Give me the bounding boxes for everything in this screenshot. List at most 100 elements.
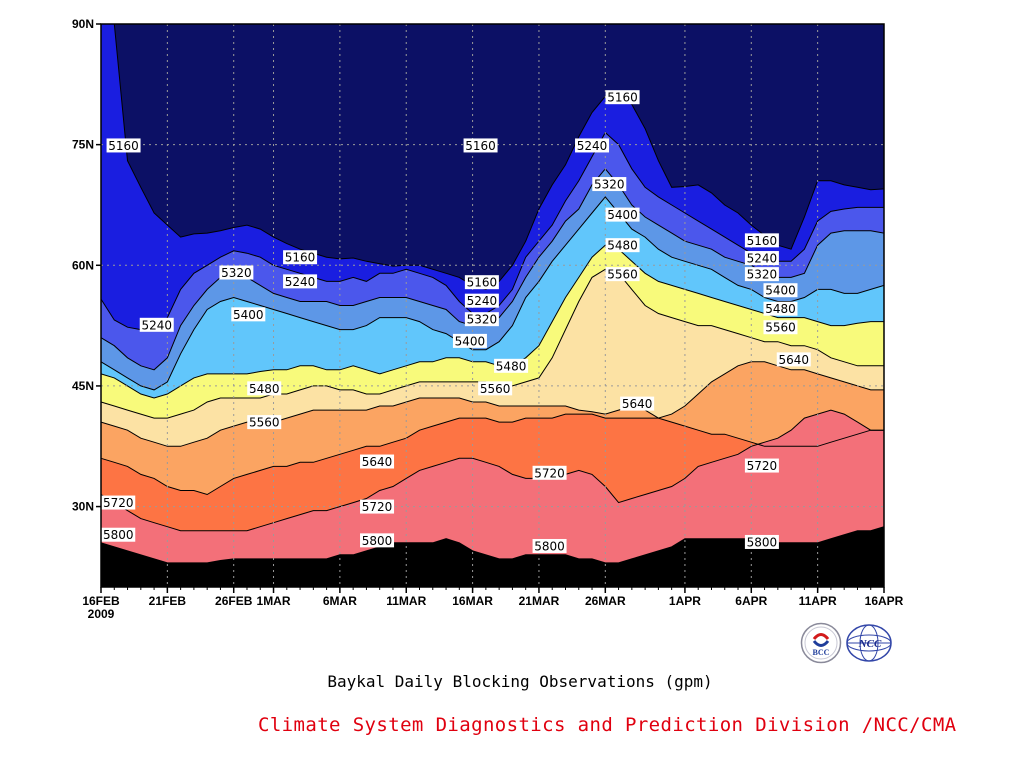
contour-label: 5640 (360, 454, 395, 469)
y-tick-label: 30N (72, 500, 94, 514)
contour-label-text: 5160 (607, 91, 638, 105)
x-axis: 16FEB 21FEB 26FEB 1MAR 6MAR 11MAR 16MAR 21MAR 26… (82, 587, 904, 621)
contour-label-text: 5320 (467, 313, 498, 327)
x-tick-label: 1MAR (257, 594, 291, 608)
contour-label-text: 5560 (480, 382, 511, 396)
ncc-logo-text: NCC (858, 638, 882, 650)
plot-frame (100, 23, 885, 588)
contour-label-text: 5400 (455, 334, 486, 348)
credit-line: Climate System Diagnostics and Predictio… (258, 714, 957, 736)
x-tick-label: 6APR (735, 594, 767, 608)
contour-label: 5320 (744, 267, 779, 282)
contour-label-text: 5400 (233, 308, 264, 322)
chart-caption: Baykal Daily Blocking Observations (gpm) (327, 672, 713, 691)
contour-label-text: 5240 (285, 275, 316, 289)
contour-label-text: 5640 (778, 353, 809, 367)
contour-label: 5800 (744, 534, 779, 549)
x-tick-label: 26MAR (585, 594, 626, 608)
contour-label-text: 5240 (467, 294, 498, 308)
contour-label: 5800 (101, 527, 136, 542)
y-tick-label: 75N (72, 138, 94, 152)
contour-label: 5240 (744, 251, 779, 266)
contour-line-5800 (100, 409, 884, 532)
x-tick-label: 21MAR (519, 594, 560, 608)
y-tick-label: 45N (72, 379, 94, 393)
contour-label: 5400 (763, 283, 798, 298)
contour-label: 5640 (620, 396, 655, 411)
contour-label: 5640 (776, 352, 811, 367)
contour-labels: 5160 5160 5160 5160 5160 5160 5240 5240 5240 5240… (101, 90, 811, 553)
contour-label: 5800 (360, 533, 395, 548)
contour-label: 5720 (532, 465, 567, 480)
contour-line-5480 (100, 244, 884, 399)
x-year-label: 2009 (88, 607, 115, 621)
contour-label: 5560 (247, 415, 282, 430)
x-tick-label: 16APR (865, 594, 904, 608)
contour-label-text: 5480 (249, 382, 280, 396)
contour-label-text: 5720 (103, 496, 134, 510)
contour-label: 5400 (605, 207, 640, 222)
contour-label: 5480 (763, 301, 798, 316)
contour-label-text: 5800 (362, 534, 393, 548)
contour-label-text: 5160 (747, 234, 778, 248)
contour-label: 5560 (605, 267, 640, 282)
contour-label: 5480 (605, 238, 640, 253)
contour-label: 5240 (283, 274, 318, 289)
contour-label-text: 5800 (534, 539, 565, 553)
contour-band-5880 (101, 526, 884, 587)
contour-label: 5320 (464, 312, 499, 327)
contour-label-text: 5160 (467, 276, 498, 290)
x-tick-label: 6MAR (323, 594, 357, 608)
contour-label: 5320 (219, 265, 254, 280)
contour-fills (101, 24, 884, 588)
contour-label-text: 5240 (747, 252, 778, 266)
contour-label-text: 5720 (747, 459, 778, 473)
contour-line-5400 (100, 196, 885, 391)
contour-label: 5720 (101, 495, 136, 510)
contour-label: 5160 (283, 250, 318, 265)
x-tick-label: 11APR (799, 594, 837, 608)
contour-label-text: 5720 (534, 466, 565, 480)
contour-label: 5400 (231, 307, 266, 322)
contour-label-text: 5160 (285, 251, 316, 265)
contour-label: 5240 (575, 138, 610, 153)
contour-label-text: 5480 (765, 302, 796, 316)
contour-label-text: 5400 (765, 284, 796, 298)
contour-label-text: 5320 (594, 178, 625, 192)
contour-label: 5480 (247, 381, 282, 396)
x-tick-label: 16FEB (82, 594, 120, 608)
contour-label-text: 5240 (577, 139, 608, 153)
contour-label-text: 5560 (607, 268, 638, 282)
x-tick-label: 1APR (669, 594, 701, 608)
contour-label-text: 5240 (141, 318, 172, 332)
x-tick-label: 11MAR (386, 594, 426, 608)
contour-label: 5560 (763, 320, 798, 335)
contour-label: 5240 (464, 293, 499, 308)
contour-label: 5160 (463, 138, 498, 153)
contour-label-text: 5560 (765, 321, 796, 335)
contour-label-text: 5160 (108, 139, 139, 153)
contour-label-text: 5800 (747, 535, 778, 549)
y-tick-label: 60N (72, 258, 94, 272)
ncc-logo: NCC (846, 624, 892, 662)
contour-label: 5800 (532, 538, 567, 553)
contour-label-text: 5560 (249, 416, 280, 430)
contour-label-text: 5320 (221, 266, 252, 280)
contour-label-text: 5640 (622, 397, 653, 411)
contour-label-text: 5480 (496, 359, 527, 373)
contour-label: 5160 (744, 233, 779, 248)
contour-label-text: 5640 (362, 455, 393, 469)
contour-label: 5720 (744, 458, 779, 473)
x-tick-label: 21FEB (149, 594, 187, 608)
contour-label: 5160 (106, 138, 141, 153)
y-axis: 30N 45N 60N 75N 90N (72, 17, 101, 514)
bcc-logo: BCC (800, 622, 842, 664)
contour-label-text: 5320 (747, 268, 778, 282)
x-tick-label: 16MAR (452, 594, 493, 608)
contour-label-text: 5160 (465, 139, 496, 153)
contour-label: 5160 (605, 90, 640, 105)
x-tick-label: 26FEB (215, 594, 253, 608)
contour-label-text: 5400 (607, 208, 638, 222)
contour-label-text: 5480 (607, 239, 638, 253)
